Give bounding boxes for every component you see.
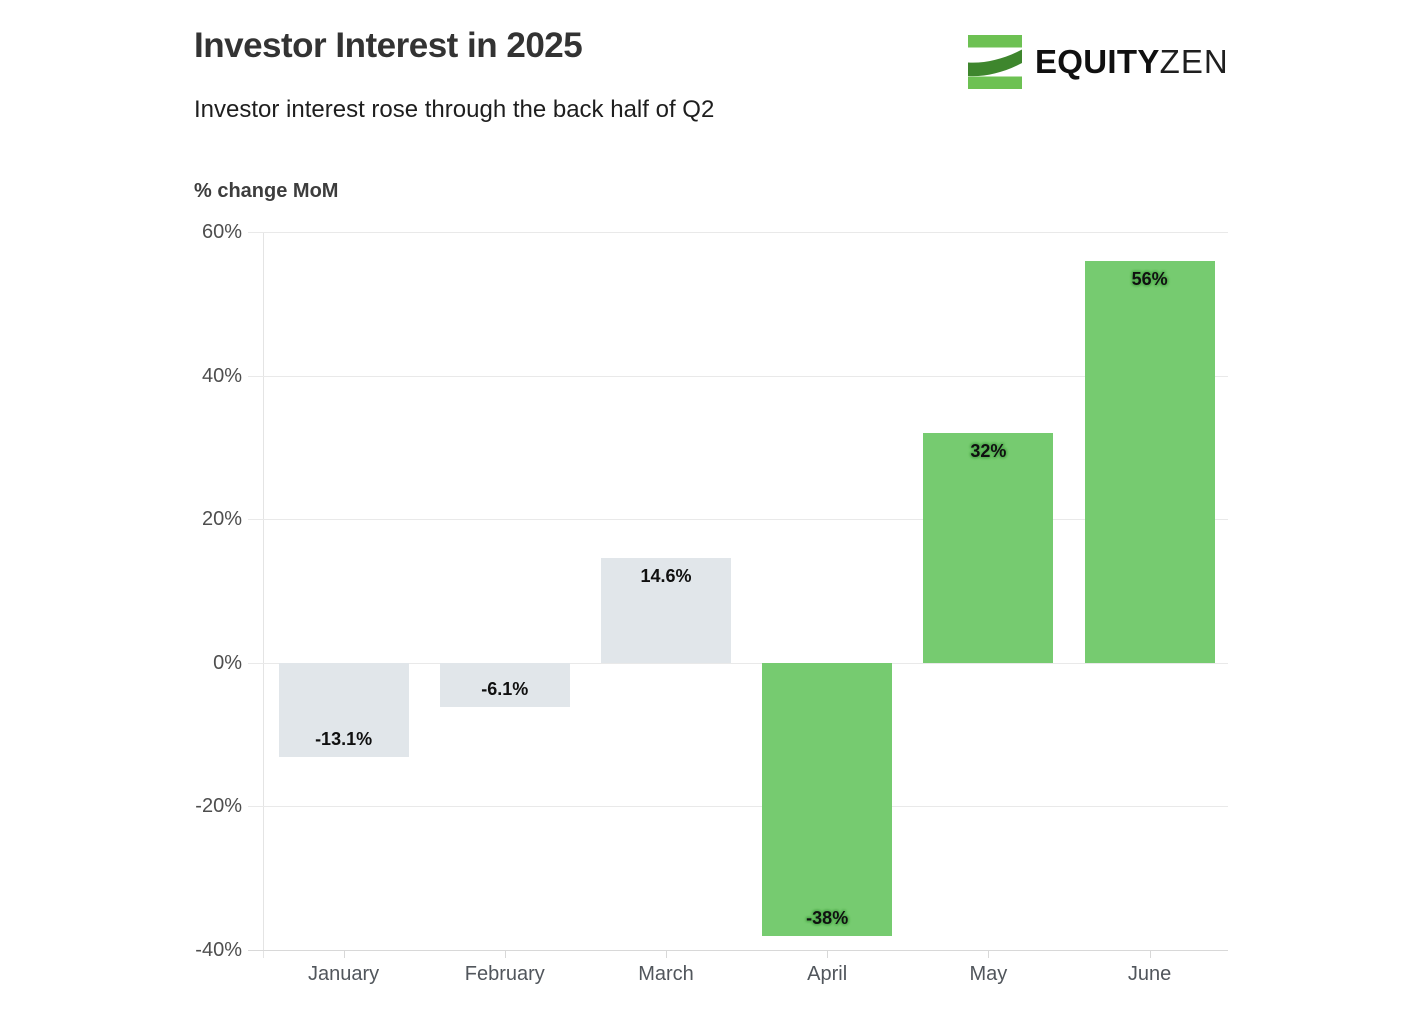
- equityzen-logo-text: EQUITYZEN: [1035, 35, 1229, 89]
- gridline--40%: [248, 950, 1228, 951]
- y-tick-label-60%: 60%: [201, 221, 242, 243]
- bar-value-label-may: 32%: [970, 441, 1007, 462]
- equityzen-logo: EQUITYZEN: [968, 35, 1229, 89]
- chart-subtitle: Investor interest rose through the back …: [194, 96, 715, 123]
- gridline-60%: [248, 232, 1228, 233]
- y-tick-label-20%: 20%: [201, 508, 242, 531]
- x-tick-april: [827, 950, 829, 958]
- bar-april: -38%: [762, 662, 893, 936]
- y-tick-label--20%: -20%: [195, 795, 242, 818]
- gridline-0%: [248, 662, 1228, 664]
- bar-value-label-april: -38%: [806, 907, 849, 928]
- chart-title: Investor Interest in 2025: [194, 26, 583, 65]
- bar-value-label-march: 14.6%: [640, 565, 692, 586]
- x-axis-label-april: April: [807, 963, 848, 985]
- bar-value-label-february: -6.1%: [481, 678, 529, 699]
- bar-value-label-january: -13.1%: [315, 728, 373, 749]
- x-axis-label-may: May: [969, 963, 1008, 985]
- x-tick-may: [988, 950, 990, 958]
- bar-value-label-june: 56%: [1131, 268, 1168, 289]
- x-axis-label-march: March: [638, 963, 694, 985]
- gridline-20%: [248, 519, 1228, 521]
- bar-june: 56%: [1084, 260, 1215, 663]
- x-axis-label-june: June: [1127, 963, 1172, 985]
- plot-area: 60% 40% 20% 0% -20% -40% -13.1% January -6.1% Feb…: [195, 221, 1228, 985]
- bar-march: 14.6%: [601, 557, 731, 663]
- bar-january: -13.1%: [278, 662, 409, 757]
- x-tick-february: [504, 950, 506, 958]
- x-tick-march: [666, 950, 667, 958]
- y-tick-label-40%: 40%: [201, 364, 242, 387]
- x-tick-january: [343, 950, 345, 958]
- gridline-40%: [248, 375, 1228, 377]
- bar-may: 32%: [923, 433, 1054, 663]
- x-tick-june: [1149, 950, 1151, 958]
- equityzen-logo-icon: [968, 35, 1022, 89]
- logo-text-zen: ZEN: [1159, 43, 1229, 80]
- gridline--20%: [248, 806, 1228, 808]
- logo-text-equity: EQUITY: [1035, 43, 1160, 80]
- y-axis-title: % change MoM: [194, 180, 339, 202]
- y-axis-line: [263, 232, 264, 958]
- x-axis-label-february: February: [464, 963, 545, 985]
- bar-february: -6.1%: [439, 662, 570, 707]
- y-tick-label-0%: 0%: [213, 651, 242, 674]
- x-axis-label-january: January: [308, 963, 380, 985]
- y-tick-label--40%: -40%: [195, 939, 242, 961]
